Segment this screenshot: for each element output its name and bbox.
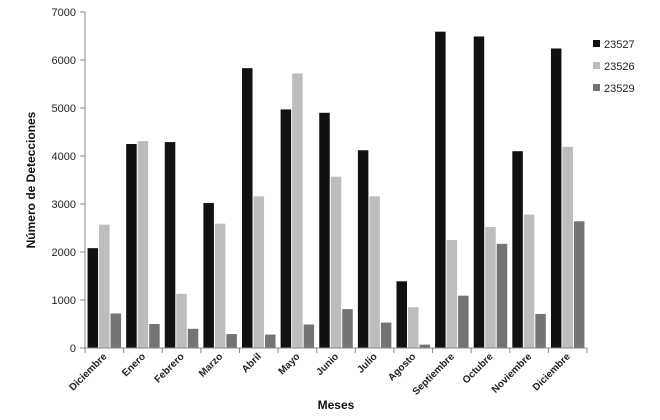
x-tick-label: Septiembre xyxy=(411,351,458,398)
x-tick-label: Julio xyxy=(355,351,379,375)
x-tick-label: Agosto xyxy=(386,351,418,383)
x-tick-label: Diciembre xyxy=(531,351,573,393)
y-tick-label: 2000 xyxy=(52,247,76,259)
bar-23529 xyxy=(265,334,276,348)
bar-23529 xyxy=(535,313,546,348)
bar-23527 xyxy=(512,151,523,348)
y-tick-label: 6000 xyxy=(52,55,76,67)
bar-23526 xyxy=(330,176,342,348)
bar-23526 xyxy=(176,293,187,348)
y-tick-label: 0 xyxy=(70,343,76,355)
bar-23526 xyxy=(214,223,226,348)
bar-23529 xyxy=(496,243,508,348)
bar-23526 xyxy=(253,196,265,348)
bar-23527 xyxy=(126,144,137,348)
x-tick-label: Octubre xyxy=(461,351,496,386)
bar-23526 xyxy=(446,240,458,348)
bar-23527 xyxy=(164,142,176,348)
bar-23527 xyxy=(550,48,562,348)
bar-23529 xyxy=(380,322,392,348)
x-tick-label: Marzo xyxy=(197,351,225,379)
bar-23529 xyxy=(149,324,160,348)
y-tick-label: 1000 xyxy=(52,295,76,307)
legend-label-23529: 23529 xyxy=(604,83,635,95)
bar-23526 xyxy=(369,196,380,348)
bar-23527 xyxy=(396,281,407,348)
bar-23527 xyxy=(473,36,485,348)
x-tick-label: Febrero xyxy=(153,351,187,385)
y-axis-title: Número de Detecciones xyxy=(24,111,38,248)
legend-swatch-23527 xyxy=(593,40,600,47)
x-tick-label: Enero xyxy=(120,351,148,379)
legend-label-23526: 23526 xyxy=(604,61,635,73)
bar-23529 xyxy=(573,221,585,348)
x-tick-label: Noviembre xyxy=(490,351,535,396)
legend-swatch-23529 xyxy=(593,84,600,91)
bar-23529 xyxy=(226,334,237,348)
bar-23526 xyxy=(292,73,303,348)
bar-23526 xyxy=(407,307,419,348)
bar-23529 xyxy=(458,295,469,348)
bar-23527 xyxy=(87,248,99,348)
bar-23527 xyxy=(203,203,214,348)
bar-23527 xyxy=(319,112,330,348)
bar-23529 xyxy=(342,309,353,348)
bar-23527 xyxy=(242,68,253,348)
x-tick-label: Junio xyxy=(314,351,341,378)
bar-23529 xyxy=(419,344,430,348)
x-axis-title: Meses xyxy=(318,398,355,412)
x-tick-label: Diciembre xyxy=(67,351,109,393)
legend: 23527 23526 23529 xyxy=(593,39,635,95)
bar-23529 xyxy=(303,324,315,348)
legend-label-23527: 23527 xyxy=(604,39,635,51)
bar-23526 xyxy=(99,224,110,348)
bar-23527 xyxy=(357,150,369,348)
y-tick-label: 3000 xyxy=(52,199,76,211)
x-tick-label: Abril xyxy=(240,351,264,375)
bar-23527 xyxy=(435,31,446,349)
y-axis: 0 1000 2000 3000 4000 5000 6000 7000 xyxy=(52,7,86,355)
y-tick-label: 4000 xyxy=(52,151,76,163)
y-tick-label: 5000 xyxy=(52,103,76,115)
bar-23526 xyxy=(485,227,496,348)
bar-23526 xyxy=(523,214,535,348)
bar-23529 xyxy=(110,313,122,348)
bar-23529 xyxy=(187,328,199,348)
x-tick-label: Mayo xyxy=(277,351,303,377)
bar-23527 xyxy=(280,109,292,348)
bars xyxy=(87,31,585,349)
bar-23526 xyxy=(137,141,149,348)
legend-swatch-23526 xyxy=(593,62,600,69)
x-axis: Diciembre Enero Febrero Marzo Abril Mayo Junio… xyxy=(67,347,588,398)
y-tick-label: 7000 xyxy=(52,7,76,19)
bar-23526 xyxy=(562,146,573,348)
